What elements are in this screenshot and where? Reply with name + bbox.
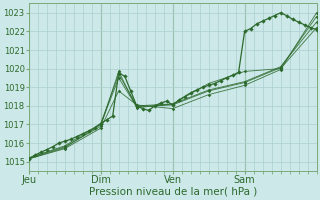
X-axis label: Pression niveau de la mer( hPa ): Pression niveau de la mer( hPa ) bbox=[89, 187, 257, 197]
